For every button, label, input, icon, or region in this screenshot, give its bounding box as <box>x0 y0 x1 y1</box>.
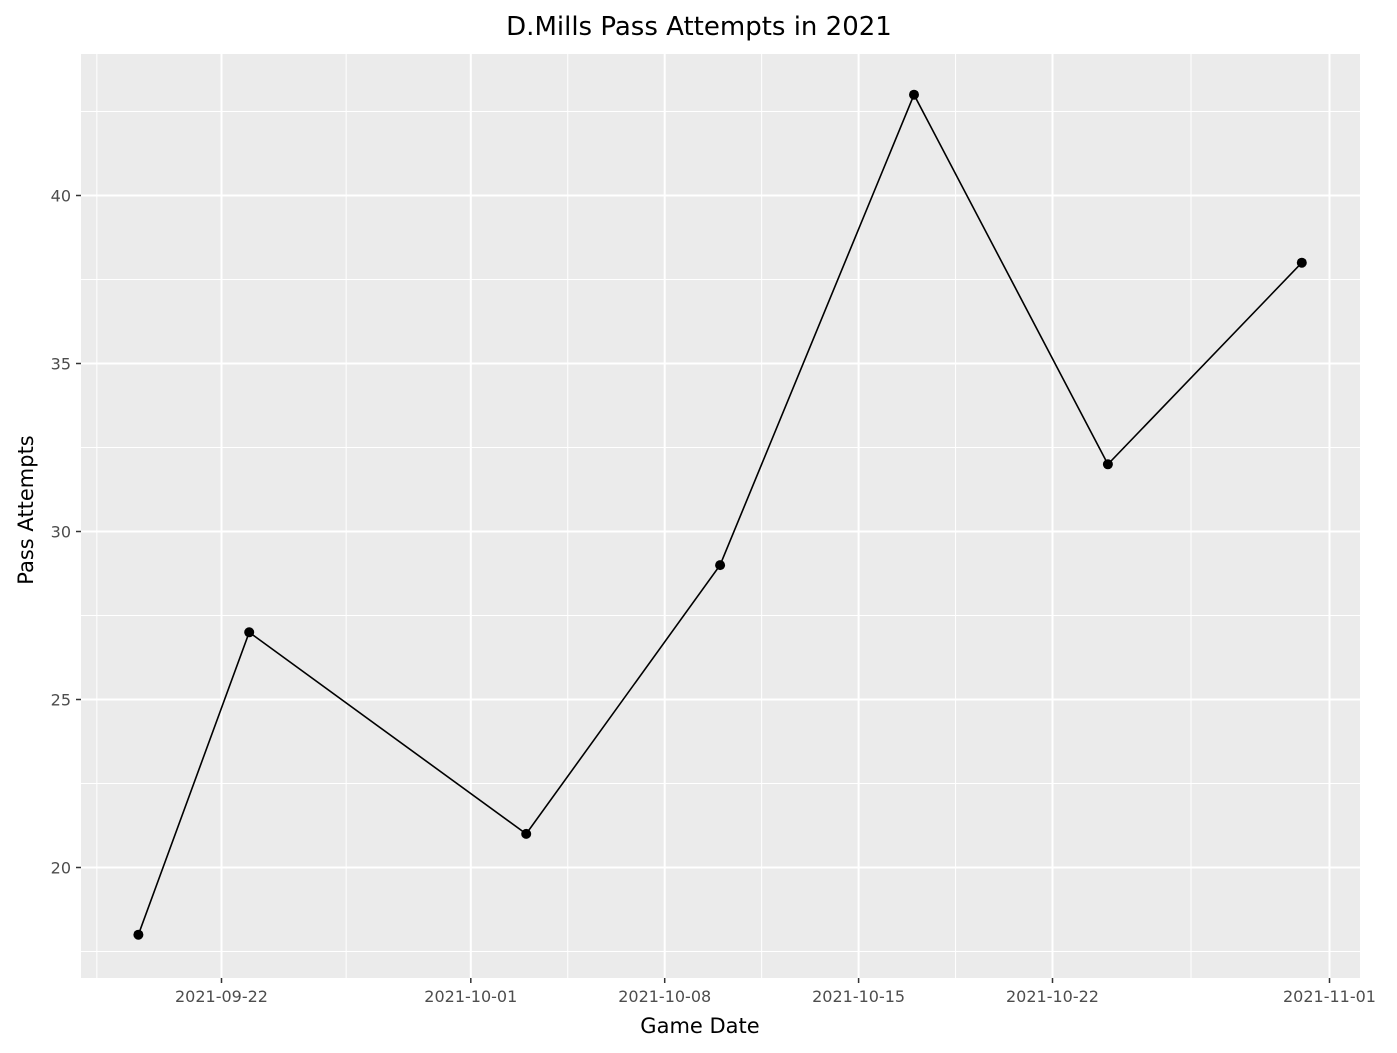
x-tick-label: 2021-10-15 <box>812 987 905 1006</box>
y-tick-label: 40 <box>51 187 71 206</box>
data-point <box>1296 257 1307 268</box>
data-point <box>521 828 532 839</box>
major-gridlines <box>81 54 1360 978</box>
data-point <box>133 929 144 940</box>
y-tick-label: 30 <box>51 523 71 542</box>
data-point <box>909 89 919 100</box>
data-point <box>244 627 255 638</box>
x-tick-label: 2021-10-22 <box>1006 987 1099 1006</box>
x-tick-label: 2021-10-08 <box>618 987 711 1006</box>
y-tick-label: 20 <box>51 859 71 878</box>
x-axis-ticks: 2021-09-22 2021-10-01 2021-10-08 2021-10-15… <box>175 978 1376 1006</box>
x-tick-label: 2021-10-01 <box>424 987 517 1006</box>
chart-title: D.Mills Pass Attempts in 2021 <box>506 12 892 42</box>
x-axis-title: Game Date <box>640 1014 759 1038</box>
y-axis-title: Pass Attempts <box>14 435 38 585</box>
y-axis-ticks: 20 25 30 35 40 <box>51 187 81 878</box>
data-point <box>1102 459 1113 470</box>
data-points <box>133 89 1307 940</box>
y-tick-label: 35 <box>51 355 71 374</box>
plot-panel <box>81 54 1360 978</box>
x-tick-label: 2021-09-22 <box>175 987 268 1006</box>
y-tick-label: 25 <box>51 691 71 710</box>
x-tick-label: 2021-11-01 <box>1283 987 1376 1006</box>
minor-gridlines <box>81 54 1360 978</box>
data-point <box>715 560 726 571</box>
